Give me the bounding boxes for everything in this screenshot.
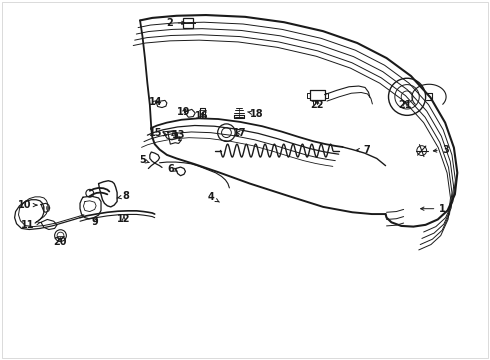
Text: 14: 14 — [148, 97, 162, 107]
Text: 20: 20 — [53, 237, 66, 247]
Text: 15: 15 — [149, 128, 167, 138]
Text: 2: 2 — [166, 18, 185, 28]
Text: 5: 5 — [139, 155, 149, 165]
Text: 21: 21 — [398, 100, 412, 110]
Text: 9: 9 — [91, 217, 98, 227]
Text: 18: 18 — [247, 109, 264, 119]
Text: 22: 22 — [311, 100, 324, 110]
Text: 11: 11 — [21, 220, 40, 230]
Text: 17: 17 — [233, 128, 247, 138]
Text: 8: 8 — [117, 191, 129, 201]
Bar — [183, 18, 193, 28]
Text: 12: 12 — [117, 214, 131, 224]
Text: 7: 7 — [356, 144, 370, 154]
Text: 3: 3 — [433, 144, 449, 154]
Text: 10: 10 — [18, 200, 37, 210]
Text: 19: 19 — [177, 107, 191, 117]
Text: 13: 13 — [172, 130, 186, 140]
Text: 1: 1 — [421, 204, 446, 214]
Text: 16: 16 — [196, 111, 209, 121]
Text: 4: 4 — [207, 192, 220, 202]
Text: 6: 6 — [168, 163, 177, 174]
